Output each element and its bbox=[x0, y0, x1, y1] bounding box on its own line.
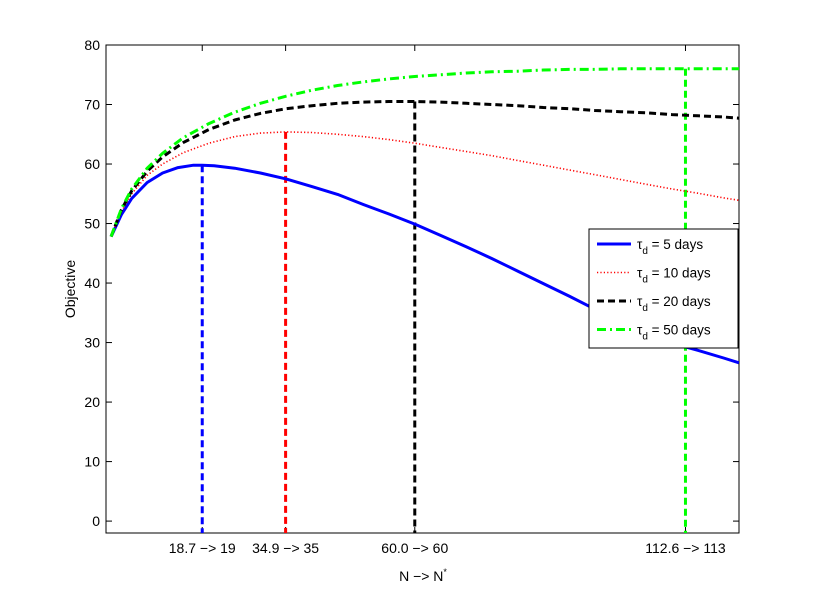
y-axis-label: Objective bbox=[62, 260, 78, 319]
y-tick-label: 30 bbox=[84, 335, 100, 351]
x-tick-label: 112.6 −> 113 bbox=[645, 540, 726, 556]
y-tick-label: 20 bbox=[84, 394, 100, 410]
y-tick-label: 80 bbox=[84, 37, 100, 53]
legend-label-symbol: τ bbox=[637, 237, 643, 252]
x-tick-label: 18.7 −> 19 bbox=[169, 540, 236, 556]
legend-label-symbol: τ bbox=[637, 323, 643, 338]
y-tick-label: 60 bbox=[84, 156, 100, 172]
legend-label-rest: = 20 days bbox=[648, 294, 711, 309]
y-tick-label: 40 bbox=[84, 275, 100, 291]
legend-label: τd = 50 days bbox=[637, 323, 711, 343]
x-tick-label: 34.9 −> 35 bbox=[252, 540, 319, 556]
legend-label-rest: = 50 days bbox=[648, 323, 711, 338]
x-axis-label: N −> N* bbox=[399, 567, 447, 584]
series-line bbox=[109, 67, 739, 238]
y-axis-ticks: 0 10 20 30 40 50 60 70 80 bbox=[84, 37, 739, 529]
legend-label-rest: = 5 days bbox=[648, 237, 703, 252]
y-tick-label: 70 bbox=[84, 97, 100, 113]
y-tick-label: 50 bbox=[84, 216, 100, 232]
legend-label-symbol: τ bbox=[637, 294, 643, 309]
y-tick-label: 0 bbox=[92, 513, 100, 529]
legend-label-rest: = 10 days bbox=[648, 266, 711, 281]
x-axis-label-sup: * bbox=[443, 567, 447, 577]
legend-label-symbol: τ bbox=[637, 266, 643, 281]
x-axis-label-main: N −> N bbox=[399, 568, 443, 584]
legend-label-subscript: d bbox=[642, 275, 648, 286]
legend-box bbox=[588, 228, 739, 349]
legend-label-subscript: d bbox=[642, 303, 648, 314]
series-line bbox=[110, 131, 739, 237]
x-axis-ticks: 18.7 −> 19 34.9 −> 35 60.0 −> 60 112.6 −> 1… bbox=[169, 45, 726, 556]
legend-label: τd = 20 days bbox=[637, 294, 711, 314]
legend-label-subscript: d bbox=[642, 246, 648, 257]
legend-label: τd = 10 days bbox=[637, 266, 711, 286]
legend-label-subscript: d bbox=[642, 332, 648, 343]
legend-label: τd = 5 days bbox=[637, 237, 703, 257]
series-line bbox=[109, 100, 739, 238]
x-tick-label: 60.0 −> 60 bbox=[381, 540, 448, 556]
y-tick-label: 10 bbox=[84, 454, 100, 470]
